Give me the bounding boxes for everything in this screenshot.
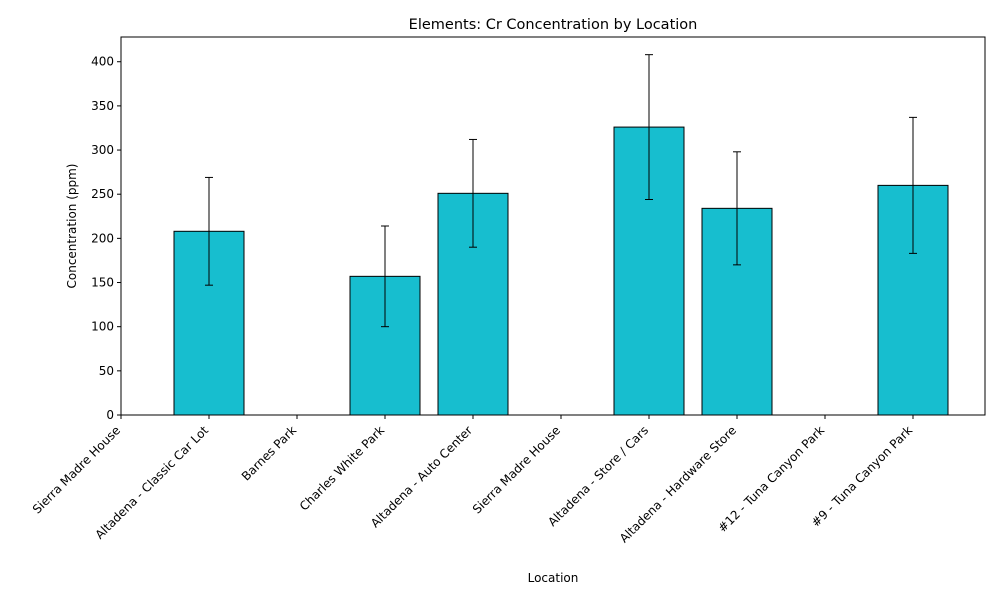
y-tick-label: 400 xyxy=(91,55,114,69)
plot-area: 0 50 100 150 200 250 300 350 400 Sierra Madre Hou… xyxy=(30,36,986,546)
y-tick-label: 100 xyxy=(91,320,114,334)
x-tick-label: Altadena - Store / Cars xyxy=(545,423,651,529)
x-tick-label: Barnes Park xyxy=(239,423,299,483)
y-axis-label: Concentration (ppm) xyxy=(65,164,79,289)
x-tick-label: Sierra Madre House xyxy=(470,423,563,516)
x-tick-label: Charles White Park xyxy=(297,423,387,513)
y-tick-label: 150 xyxy=(91,276,114,290)
x-tick-label: Altadena - Auto Center xyxy=(368,423,475,530)
axes-frame xyxy=(120,36,986,416)
y-tick-label: 350 xyxy=(91,99,114,113)
y-tick-label: 0 xyxy=(106,408,114,422)
x-axis-label: Location xyxy=(528,571,579,585)
x-tick-label: #9 - Tuna Canyon Park xyxy=(809,423,916,530)
y-tick-label: 300 xyxy=(91,143,114,157)
x-tick-label: Sierra Madre House xyxy=(30,423,123,516)
y-tick-label: 200 xyxy=(91,231,114,245)
chart-title: Elements: Cr Concentration by Location xyxy=(409,17,698,33)
y-tick-label: 50 xyxy=(99,364,114,378)
y-tick-label: 250 xyxy=(91,187,114,201)
